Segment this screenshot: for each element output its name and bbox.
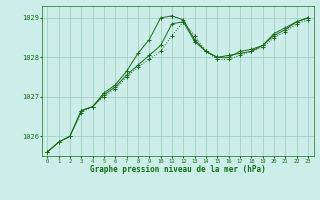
X-axis label: Graphe pression niveau de la mer (hPa): Graphe pression niveau de la mer (hPa)	[90, 165, 266, 174]
